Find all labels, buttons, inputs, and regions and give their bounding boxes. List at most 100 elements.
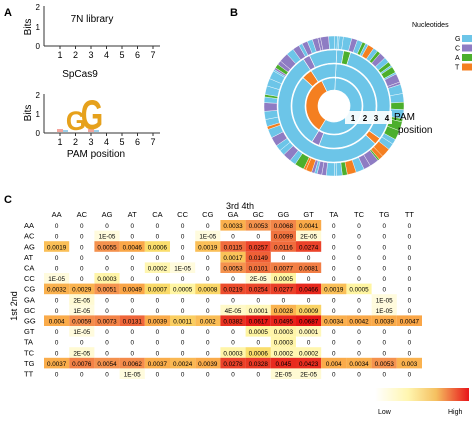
heatmap-cell-value: 0 xyxy=(80,255,84,262)
heatmap-cell xyxy=(296,283,322,295)
heatmap-cell xyxy=(245,220,271,231)
heatmap-cell-value: 2E-05 xyxy=(73,297,90,304)
heatmap-cell xyxy=(296,368,322,379)
heatmap-cell xyxy=(245,273,271,284)
heatmap-cell-value: 0 xyxy=(206,350,210,357)
heatmap-cell-value: 0.0028 xyxy=(274,308,294,315)
heatmap-cell-value: 0 xyxy=(357,223,361,230)
heatmap-cell xyxy=(346,357,372,369)
heatmap-cell-value: 0.0328 xyxy=(249,361,269,368)
heatmap-cell-value: 0 xyxy=(357,234,361,241)
heatmap-cell-value: 0 xyxy=(231,276,235,283)
heatmap-cell-value: 0 xyxy=(408,340,412,347)
heatmap-col-label: CA xyxy=(152,210,162,219)
logo-top-xtick-label: 3 xyxy=(88,50,93,60)
heatmap-row-label: AA xyxy=(24,221,34,230)
heatmap-cell-value: 0 xyxy=(382,372,386,379)
heatmap-cell xyxy=(220,357,246,369)
logo-bottom-xtick-label: 2 xyxy=(73,137,78,147)
heatmap-cell xyxy=(170,283,196,295)
sunburst-chart xyxy=(263,35,405,177)
heatmap-cell-value: 0.0009 xyxy=(299,308,319,315)
heatmap-cell xyxy=(245,347,271,358)
legend-swatch-t xyxy=(462,63,472,71)
heatmap-col-header: 3rd 4th xyxy=(226,201,254,211)
heatmap-cell-value: 0 xyxy=(332,255,336,262)
heatmap-cell-value: 0.0019 xyxy=(198,244,218,251)
heatmap-cell-value: 0.0053 xyxy=(223,266,243,273)
heatmap-cell-value: 0 xyxy=(408,350,412,357)
heatmap-cell-value: 0 xyxy=(357,350,361,357)
heatmap-cell-value: 0 xyxy=(206,340,210,347)
heatmap-cell xyxy=(170,315,196,326)
sunburst-ring4-segment xyxy=(263,102,278,112)
heatmap-cell-value: 0 xyxy=(408,266,412,273)
heatmap-cell-value: 0 xyxy=(408,255,412,262)
heatmap-cell-value: 0 xyxy=(256,234,260,241)
heatmap-cell-value: 0 xyxy=(80,244,84,251)
heatmap-cell-value: 0 xyxy=(256,372,260,379)
heatmap-cell-value: 0.0001 xyxy=(299,329,319,336)
heatmap-cell-value: 0 xyxy=(408,244,412,251)
heatmap-cell-value: 0 xyxy=(130,329,134,336)
heatmap-cell-value: 0.0003 xyxy=(274,329,294,336)
heatmap-cell-value: 2E-05 xyxy=(250,276,267,283)
heatmap-row-label: AT xyxy=(24,253,33,262)
logo-top-ytick-2: 2 xyxy=(36,3,41,12)
heatmap-cell-value: 0.0042 xyxy=(349,319,369,326)
heatmap-cell xyxy=(270,230,296,242)
heatmap-cell-value: 0 xyxy=(382,329,386,336)
heatmap-cell xyxy=(119,368,145,379)
ring-label-3: 3 xyxy=(374,114,379,123)
heatmap-cell xyxy=(270,273,296,284)
heatmap-row-label: TA xyxy=(24,338,33,347)
heatmap-cell xyxy=(296,347,322,358)
heatmap-cell-value: 0.0278 xyxy=(223,361,243,368)
heatmap-cell-value: 0 xyxy=(332,350,336,357)
heatmap-cell-value: 0 xyxy=(231,234,235,241)
logo-top-xtick-label: 7 xyxy=(150,50,155,60)
heatmap-cell xyxy=(94,241,120,252)
heatmap-cell-value: 0 xyxy=(55,234,59,241)
heatmap-cell-value: 0.0049 xyxy=(123,287,143,294)
heatmap-cell-value: 0 xyxy=(130,308,134,315)
heatmap-cell-value: 0 xyxy=(105,329,109,336)
heatmap-cell-value: 0 xyxy=(181,297,185,304)
heatmap-cell-value: 0.0077 xyxy=(274,266,294,273)
heatmap-cell xyxy=(220,283,246,295)
heatmap-cell-value: 0.0039 xyxy=(198,361,218,368)
heatmap-cell-value: 0.0029 xyxy=(72,287,92,294)
heatmap-col-label: TG xyxy=(379,210,390,219)
heatmap-cell-value: 0.0006 xyxy=(148,244,168,251)
heatmap-cell-value: 0 xyxy=(332,276,336,283)
heatmap-cell-value: 0.0003 xyxy=(223,350,243,357)
heatmap-cell-value: 0 xyxy=(181,350,185,357)
heatmap-cell-value: 0 xyxy=(357,329,361,336)
heatmap-cell-value: 0.0037 xyxy=(148,361,168,368)
heatmap-cell xyxy=(321,283,347,295)
heatmap-cell-value: 0 xyxy=(282,255,286,262)
heatmap-cell-value: 0 xyxy=(357,308,361,315)
logo-baseline-letters xyxy=(57,129,99,132)
heatmap-col-label: AC xyxy=(77,210,88,219)
heatmap-cell-value: 0.0008 xyxy=(198,287,218,294)
heatmap-row-label: GC xyxy=(24,306,36,315)
heatmap-cell-value: 0 xyxy=(156,297,160,304)
logo-top-ytick-1: 1 xyxy=(36,23,41,32)
heatmap-cell-value: 0.0051 xyxy=(97,287,117,294)
logo-letter-g-pos3: G xyxy=(81,92,103,139)
heatmap-cell-value: 0 xyxy=(181,329,185,336)
heatmap-cell xyxy=(296,315,322,326)
heatmap-cell-value: 2E-05 xyxy=(73,350,90,357)
heatmap-cell-value: 0 xyxy=(357,372,361,379)
heatmap-cell-value: 0 xyxy=(408,287,412,294)
heatmap-cell-value: 0.0039 xyxy=(375,319,395,326)
colorscale-high-label: High xyxy=(448,409,463,416)
heatmap-cell-value: 0 xyxy=(181,276,185,283)
heatmap-cell-value: 0 xyxy=(130,297,134,304)
heatmap-cell xyxy=(245,262,271,273)
heatmap-cell-value: 0 xyxy=(206,297,210,304)
heatmap-cell xyxy=(220,262,246,273)
